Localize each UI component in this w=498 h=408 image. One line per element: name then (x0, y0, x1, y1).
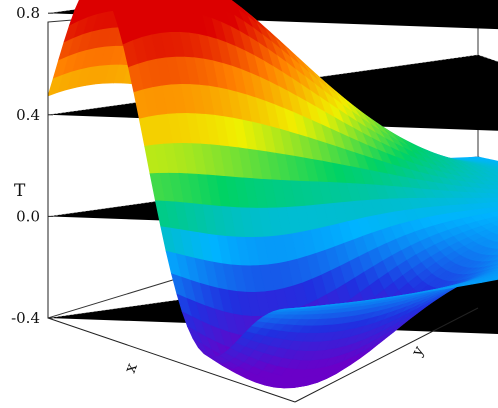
y-tick-label: 0 (297, 0, 305, 4)
tick-labels: -0.40.00.40.8-2-1012012345 (11, 0, 477, 327)
surface-cell (83, 0, 95, 7)
surface-cell (92, 0, 99, 2)
z-tick-label: 0.4 (16, 106, 40, 124)
front-edges (47, 22, 479, 403)
x-axis-title: x (120, 360, 141, 375)
surface-cell (289, 307, 305, 310)
y-tick-label: 2 (469, 0, 477, 4)
z-tick-label: 0.0 (16, 207, 40, 225)
y-axis-title: y (407, 342, 428, 359)
x-tick-label: -1 (99, 0, 113, 4)
x-tick-label: 1 (225, 0, 234, 4)
surface-cell (493, 246, 498, 250)
surface-cell (493, 185, 498, 189)
surface-plot (47, 0, 498, 389)
y-axis-line (294, 307, 479, 403)
x-tick-label: 0 (163, 0, 172, 4)
y-tick-label: 1 (383, 0, 391, 4)
x-tick-label: -2 (37, 0, 51, 4)
surface-cell (494, 265, 498, 269)
x-tick-label: 2 (287, 0, 296, 4)
x-axis-line (47, 317, 296, 403)
z-axis-title: T (14, 181, 26, 201)
z-tick-label: 0.8 (16, 4, 40, 22)
z-tick-label: -0.4 (11, 309, 40, 327)
surface-cell (74, 0, 87, 11)
